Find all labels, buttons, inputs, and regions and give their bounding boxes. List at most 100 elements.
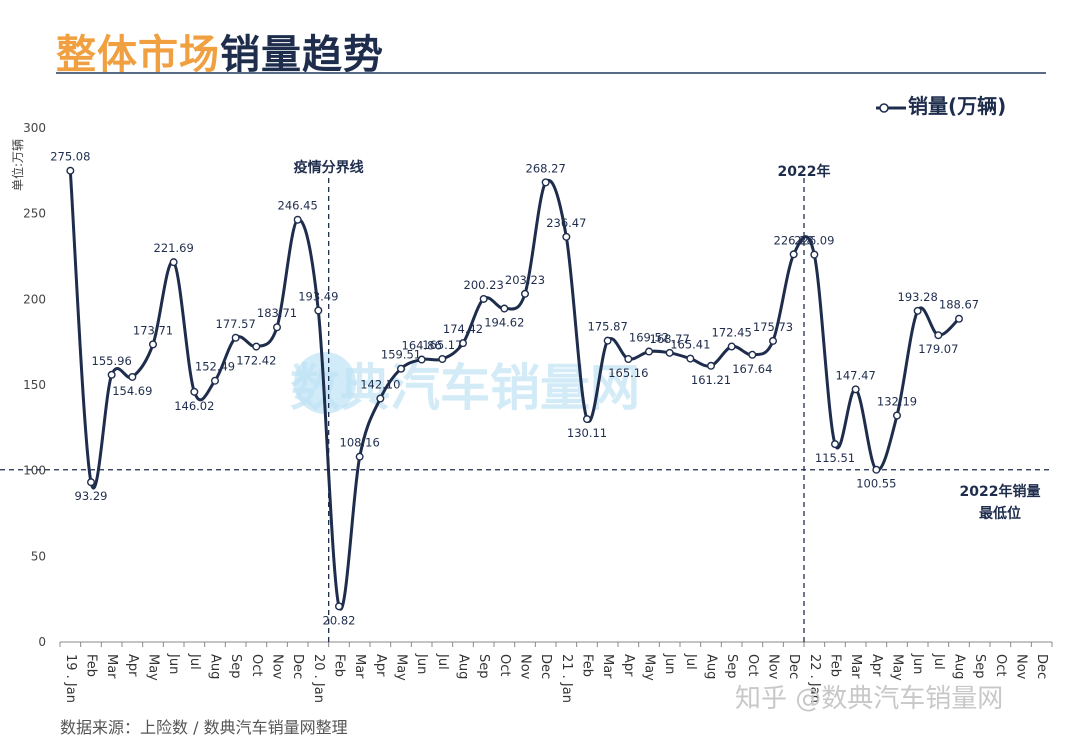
x-tick-label: Feb	[84, 654, 99, 677]
data-label: 130.11	[567, 426, 607, 440]
min-level-label: 最低位	[979, 505, 1021, 522]
x-tick-label: Apr	[621, 654, 636, 677]
data-point	[748, 350, 757, 359]
x-tick-label: Nov	[518, 654, 533, 680]
title-divider	[56, 72, 1046, 74]
chart-legend: 销量(万辆)	[874, 90, 1006, 119]
x-tick-label: Nov	[1014, 654, 1029, 680]
x-tick-label: 21 . Jan	[559, 654, 574, 703]
data-point	[913, 306, 922, 315]
data-label: 193.28	[898, 290, 938, 304]
data-label: 175.73	[753, 320, 793, 334]
data-point	[955, 314, 964, 323]
data-point	[541, 178, 550, 187]
min-level-label: 2022年销量	[960, 483, 1041, 500]
data-point	[624, 355, 633, 364]
data-point	[438, 355, 447, 364]
data-point	[128, 372, 137, 381]
data-point	[893, 411, 902, 420]
x-tick-label: May	[890, 654, 905, 681]
x-tick-label: 22 . Jan	[807, 654, 822, 703]
x-tick-label: Oct	[993, 654, 1008, 676]
data-label: 246.45	[278, 199, 318, 213]
x-tick-label: Mar	[352, 654, 367, 679]
x-tick-label: Nov	[270, 654, 285, 680]
y-tick-label: 300	[23, 121, 46, 135]
data-label: 268.27	[526, 161, 566, 175]
data-point	[148, 340, 157, 349]
data-point	[107, 370, 116, 379]
data-label: 146.02	[174, 399, 214, 413]
legend-label: 销量(万辆)	[908, 94, 1007, 118]
y-tick-label: 150	[23, 378, 46, 392]
data-label: 275.08	[50, 150, 90, 164]
x-tick-label: Dec	[786, 654, 801, 679]
x-tick-label: Feb	[828, 654, 843, 677]
data-point	[252, 342, 261, 351]
data-label: 177.57	[216, 317, 256, 331]
x-tick-label: Apr	[125, 654, 140, 677]
data-point	[789, 250, 798, 259]
data-label: 154.69	[112, 384, 152, 398]
data-point	[665, 348, 674, 357]
x-tick-label: Oct	[745, 654, 760, 676]
data-label: 108.16	[340, 436, 380, 450]
data-point	[810, 250, 819, 259]
x-tick-label: Jun	[662, 653, 677, 674]
data-point	[459, 339, 468, 348]
x-tick-label: Feb	[332, 654, 347, 677]
y-tick-label: 0	[38, 635, 46, 649]
data-point	[603, 336, 612, 345]
x-tick-label: Mar	[600, 654, 615, 679]
x-tick-label: Aug	[952, 654, 967, 679]
data-label: 221.69	[154, 241, 194, 255]
x-tick-label: Oct	[249, 654, 264, 676]
y-tick-label: 100	[23, 464, 46, 478]
x-tick-label: 20 . Jan	[311, 654, 326, 703]
data-label: 165.17	[422, 338, 462, 352]
data-point	[169, 258, 178, 267]
data-point	[562, 232, 571, 241]
data-label: 172.42	[236, 354, 276, 368]
data-label: 100.55	[856, 477, 896, 491]
data-label: 155.96	[92, 354, 132, 368]
x-tick-label: Dec	[538, 654, 553, 679]
data-label: 20.82	[323, 613, 356, 627]
x-tick-label: Sep	[476, 654, 491, 679]
title-main: 销量趋势	[220, 32, 384, 78]
data-point	[686, 354, 695, 363]
data-label: 183.71	[257, 306, 297, 320]
x-tick-label: Oct	[497, 654, 512, 676]
data-point	[645, 347, 654, 356]
x-tick-label: 19 . Jan	[63, 654, 78, 703]
x-tick-label: Jul	[435, 653, 450, 670]
data-label: 200.23	[464, 278, 504, 292]
data-point	[769, 336, 778, 345]
watermark-zhihu: 知乎 @数典汽车销量网	[735, 684, 1004, 714]
data-point	[210, 376, 219, 385]
data-point	[397, 364, 406, 373]
data-point	[273, 323, 282, 332]
x-tick-label: Jul	[931, 653, 946, 670]
data-label: 194.62	[484, 316, 524, 330]
x-tick-label: Dec	[1034, 654, 1049, 679]
year-divider-label: 2022年	[778, 163, 831, 180]
data-point	[66, 166, 75, 175]
x-tick-label: Nov	[766, 654, 781, 680]
x-tick-label: Mar	[848, 654, 863, 679]
data-point	[583, 415, 592, 424]
data-point	[479, 294, 488, 303]
x-tick-label: Feb	[580, 654, 595, 677]
data-source-note: 数据来源：上险数 / 数典汽车销量网整理	[60, 718, 348, 737]
data-point	[86, 478, 95, 487]
x-tick-label: Jul	[683, 653, 698, 670]
title-accent: 整体市场	[56, 32, 220, 78]
data-label: 179.07	[918, 342, 958, 356]
data-point	[934, 331, 943, 340]
x-tick-label: Aug	[456, 654, 471, 679]
data-label: 115.51	[815, 451, 855, 465]
epidemic-divider-label: 疫情分界线	[294, 159, 364, 176]
data-label: 165.16	[608, 366, 648, 380]
x-tick-label: Apr	[373, 654, 388, 677]
x-tick-label: Aug	[704, 654, 719, 679]
